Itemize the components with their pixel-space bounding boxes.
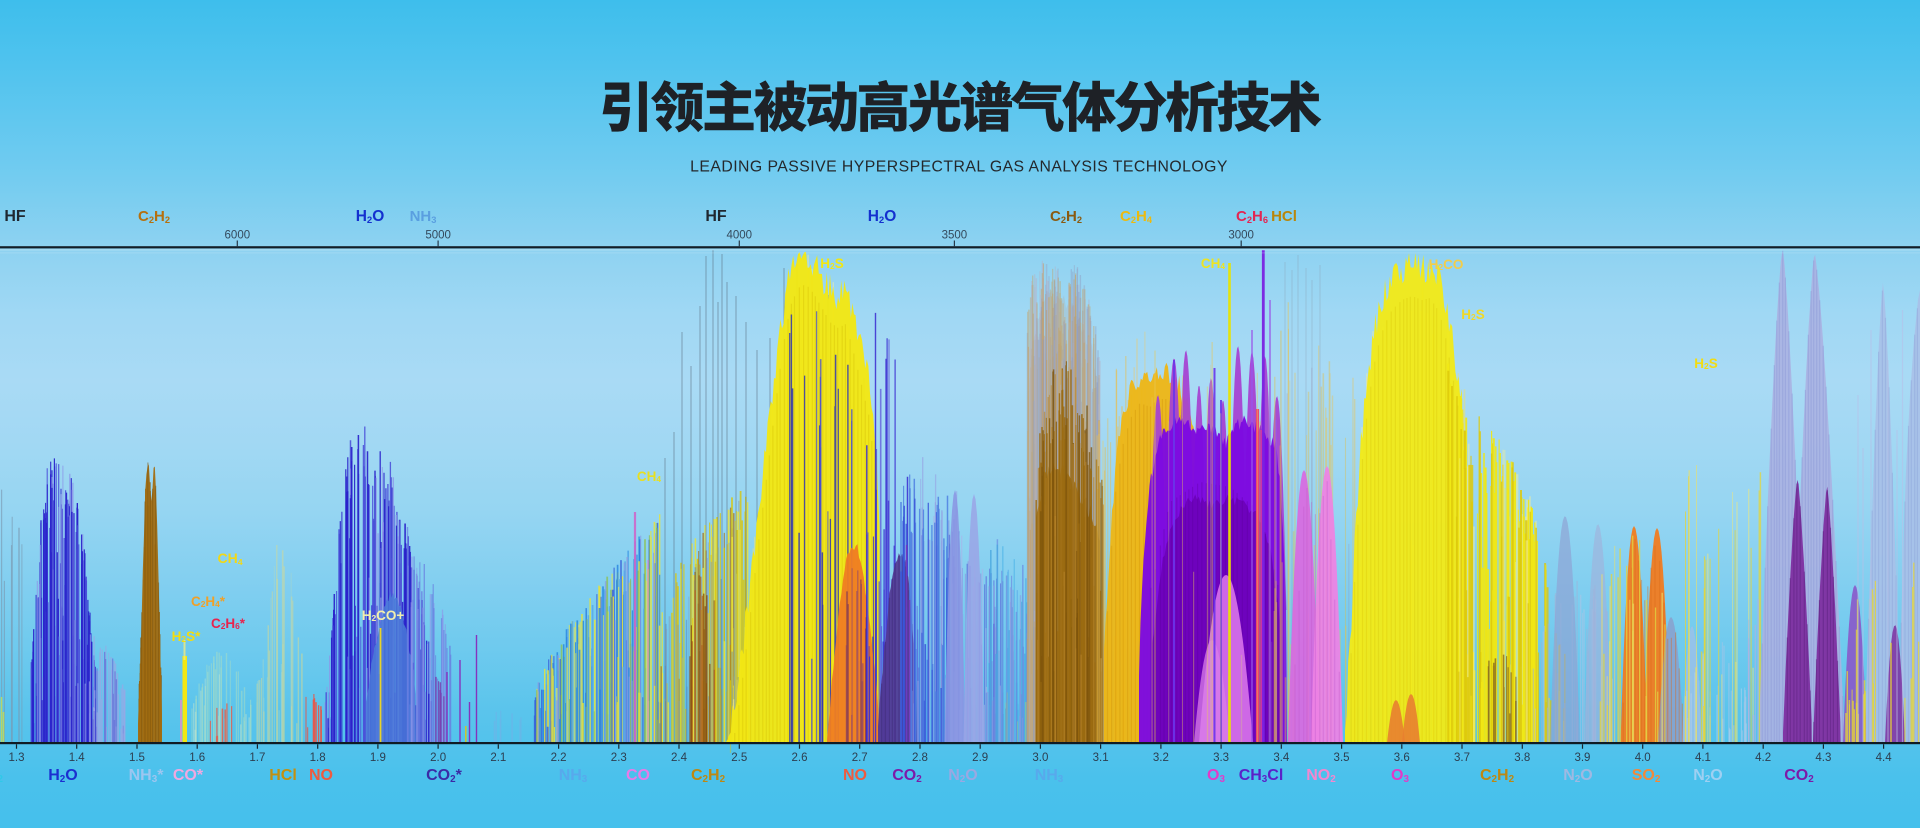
svg-text:2.5: 2.5 [731,752,747,764]
svg-text:N2O: N2O [1693,767,1723,785]
svg-text:NO: NO [309,767,333,784]
svg-text:2.1: 2.1 [490,752,506,764]
svg-text:C2H2: C2H2 [691,767,726,785]
svg-text:3.4: 3.4 [1273,752,1290,764]
svg-text:4.4: 4.4 [1876,752,1893,764]
svg-text:1.5: 1.5 [129,752,145,764]
svg-text:4.0: 4.0 [1635,752,1651,764]
svg-text:H2CO: H2CO [1429,257,1464,272]
svg-text:NO: NO [843,767,867,784]
svg-text:NH3*: NH3* [129,767,165,785]
svg-text:3.5: 3.5 [1334,752,1350,764]
svg-text:SO2: SO2 [1632,767,1661,785]
svg-text:C2H4*: C2H4* [191,594,226,609]
svg-text:3.6: 3.6 [1394,752,1410,764]
svg-text:4000: 4000 [726,230,752,242]
svg-text:6000: 6000 [225,230,251,242]
svg-text:CO2: CO2 [892,767,922,785]
svg-text:3500: 3500 [942,230,968,242]
svg-text:N2O: N2O [948,767,978,785]
svg-text:CH4: CH4 [1201,256,1226,271]
svg-text:1.3: 1.3 [9,752,25,764]
svg-text:CH4: CH4 [637,469,662,484]
svg-text:H2S: H2S [1461,307,1484,322]
svg-text:3.0: 3.0 [1032,752,1048,764]
svg-text:C2H4: C2H4 [1120,208,1153,225]
svg-text:2.7: 2.7 [852,752,868,764]
svg-text:CO*: CO* [173,767,204,784]
svg-text:HF: HF [4,208,26,225]
svg-text:LEADING PASSIVE HYPERSPECTRAL: LEADING PASSIVE HYPERSPECTRAL GAS ANALYS… [690,159,1228,176]
svg-text:2.2: 2.2 [551,752,567,764]
svg-text:2.4: 2.4 [671,752,688,764]
svg-text:1.6: 1.6 [189,752,205,764]
svg-text:C2H2: C2H2 [1480,767,1515,785]
svg-text:O2: O2 [0,767,3,785]
svg-text:NH3: NH3 [1035,767,1064,785]
svg-text:H2S*: H2S* [172,629,201,644]
svg-text:3000: 3000 [1228,230,1254,242]
svg-text:1.7: 1.7 [249,752,265,764]
svg-text:CO2: CO2 [1784,767,1814,785]
svg-text:1.4: 1.4 [69,752,86,764]
svg-text:CO: CO [626,767,650,784]
svg-text:H2O: H2O [48,767,78,785]
svg-text:4.1: 4.1 [1695,752,1711,764]
svg-text:1.8: 1.8 [310,752,326,764]
svg-text:2.9: 2.9 [972,752,988,764]
svg-text:O3: O3 [1207,767,1225,785]
svg-text:2.3: 2.3 [611,752,627,764]
svg-text:2.0: 2.0 [430,752,446,764]
svg-text:H2S: H2S [1694,356,1717,371]
svg-text:HCl: HCl [1271,208,1297,225]
svg-text:C2H6: C2H6 [1236,208,1268,225]
svg-text:NO2: NO2 [1306,767,1336,785]
svg-text:2.8: 2.8 [912,752,928,764]
svg-text:NH3: NH3 [410,208,437,225]
svg-text:3.2: 3.2 [1153,752,1169,764]
svg-text:H2S: H2S [820,256,843,271]
svg-text:H2O: H2O [356,208,385,226]
svg-text:HF: HF [705,208,727,225]
svg-text:3.1: 3.1 [1093,752,1109,764]
svg-text:5000: 5000 [425,230,451,242]
svg-text:3.3: 3.3 [1213,752,1229,764]
svg-text:C2H2: C2H2 [1050,208,1082,225]
svg-text:CH3Cl: CH3Cl [1239,767,1284,785]
svg-text:4.2: 4.2 [1755,752,1771,764]
svg-text:4.3: 4.3 [1815,752,1831,764]
svg-text:O3: O3 [1391,767,1409,785]
svg-text:CH4: CH4 [217,550,242,567]
svg-text:CO2*: CO2* [426,767,463,785]
svg-text:H2O: H2O [868,208,897,226]
svg-text:3.8: 3.8 [1514,752,1530,764]
svg-text:NH3: NH3 [559,767,588,785]
svg-text:1.9: 1.9 [370,752,386,764]
svg-text:3.7: 3.7 [1454,752,1470,764]
svg-text:H2CO+: H2CO+ [362,608,405,623]
svg-text:3.9: 3.9 [1574,752,1590,764]
svg-text:C2H6*: C2H6* [211,616,246,631]
svg-text:C2H2: C2H2 [138,208,170,225]
svg-text:N2O: N2O [1563,767,1593,785]
svg-text:HCl: HCl [269,767,297,784]
svg-text:2.6: 2.6 [791,752,807,764]
